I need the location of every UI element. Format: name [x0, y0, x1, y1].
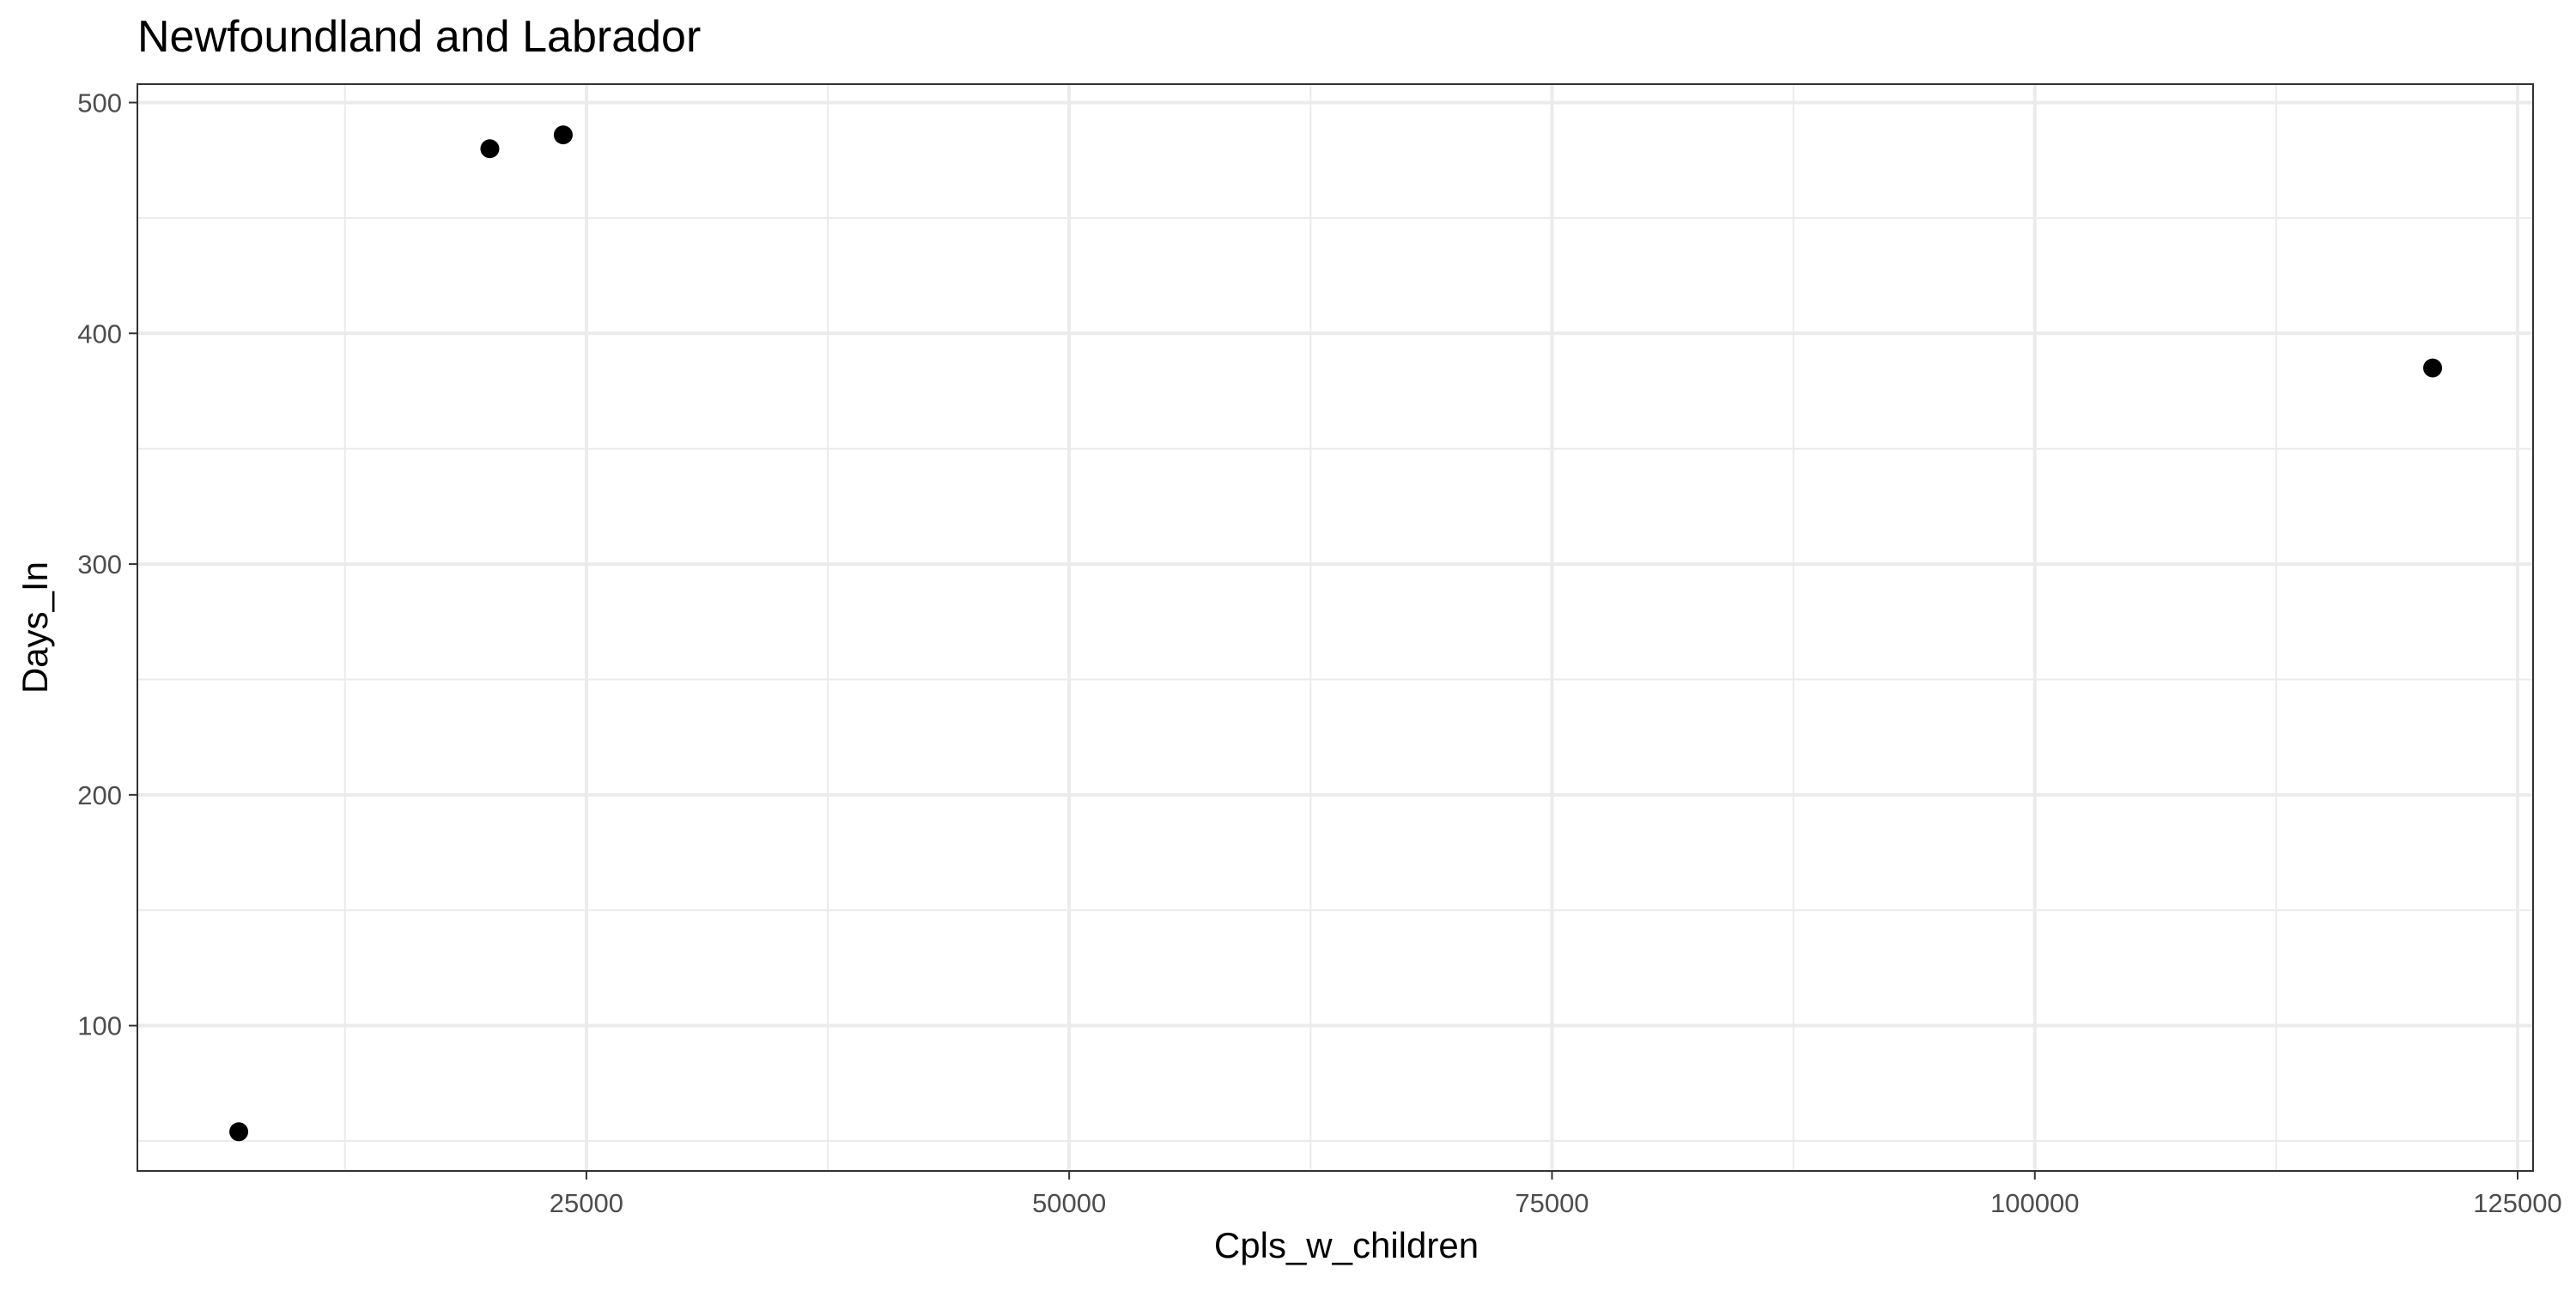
major-gridlines: [137, 84, 2533, 1171]
y-tick-label: 400: [77, 318, 122, 349]
data-points: [229, 125, 2443, 1142]
plot-panel-border: [137, 83, 2534, 1172]
x-tick-label: 75000: [1515, 1188, 1589, 1218]
chart-title: Newfoundland and Labrador: [137, 12, 701, 62]
x-tick-label: 25000: [550, 1188, 623, 1218]
y-tick-label: 100: [77, 1011, 122, 1041]
x-tick-label: 125000: [2473, 1188, 2561, 1218]
x-tick-label: 50000: [1032, 1188, 1106, 1218]
data-point: [480, 139, 500, 159]
minor-gridlines: [137, 84, 2533, 1171]
y-axis-title: Days_In: [15, 561, 55, 694]
y-tick-label: 300: [77, 549, 122, 579]
x-axis-title: Cpls_w_children: [1214, 1225, 1479, 1265]
y-tick-label: 200: [77, 780, 122, 810]
y-tick-label: 500: [77, 88, 122, 118]
x-tick-label: 100000: [1990, 1188, 2079, 1218]
y-axis-ticks: 100 200 300 400 500: [77, 88, 137, 1041]
data-point: [553, 125, 573, 145]
data-point: [2423, 358, 2443, 378]
data-point: [229, 1122, 249, 1142]
x-axis-ticks: 25000 50000 75000 100000 125000: [550, 1171, 2562, 1218]
